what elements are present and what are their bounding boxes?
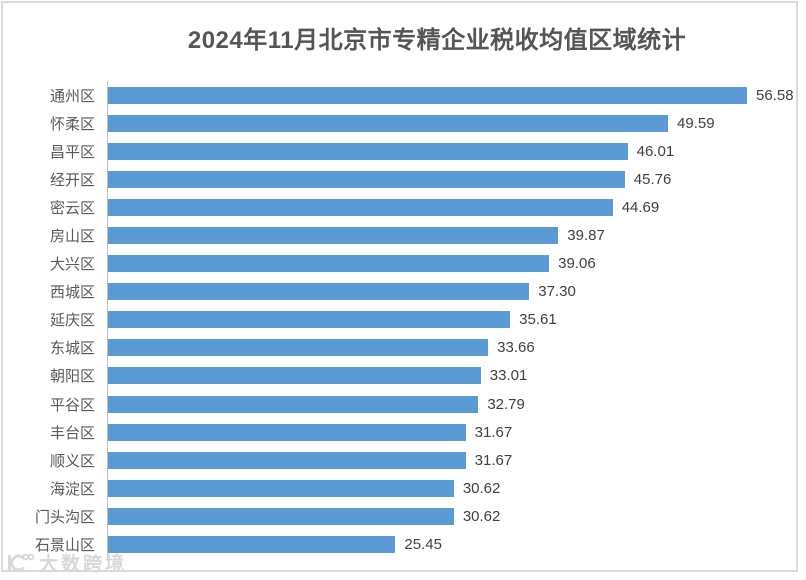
bar-track: 35.61 bbox=[107, 305, 806, 334]
bar-track: 33.66 bbox=[107, 333, 806, 362]
bar-track: 31.67 bbox=[107, 446, 806, 475]
bar bbox=[108, 451, 466, 469]
bar-track: 56.58 bbox=[107, 81, 806, 110]
bar-row: 房山区 39.87 bbox=[0, 221, 806, 250]
category-label: 密云区 bbox=[49, 199, 95, 217]
value-label: 37.30 bbox=[538, 283, 576, 301]
value-label: 45.76 bbox=[633, 170, 672, 188]
bar-row: 平谷区 32.79 bbox=[0, 390, 806, 419]
category-label: 大兴区 bbox=[49, 256, 95, 274]
bar-row: 怀柔区 49.59 bbox=[0, 109, 806, 138]
bar bbox=[108, 423, 466, 441]
bar bbox=[108, 367, 481, 385]
bar bbox=[108, 339, 489, 357]
category-label: 经开区 bbox=[49, 171, 95, 189]
watermark-text: 大数跨境 bbox=[39, 554, 128, 575]
bar-track: 44.69 bbox=[107, 193, 806, 222]
value-label: 33.66 bbox=[497, 339, 535, 357]
bar bbox=[108, 142, 628, 160]
bar-track: 30.62 bbox=[107, 474, 806, 503]
bar-track: 37.30 bbox=[107, 277, 806, 306]
bar-track: 25.45 bbox=[107, 530, 806, 559]
bar bbox=[108, 395, 479, 413]
bar bbox=[108, 170, 625, 188]
bar bbox=[108, 479, 454, 497]
bar-track: 31.67 bbox=[107, 418, 806, 447]
value-label: 35.61 bbox=[519, 311, 557, 329]
bar-row: 门头沟区 30.62 bbox=[0, 502, 806, 531]
bar bbox=[108, 536, 396, 554]
watermark-k100-logo-icon bbox=[6, 551, 34, 575]
value-label: 44.69 bbox=[621, 198, 660, 216]
bar-row: 西城区 37.30 bbox=[0, 277, 806, 306]
category-label: 丰台区 bbox=[49, 424, 95, 442]
value-label: 31.67 bbox=[474, 451, 513, 469]
category-label: 通州区 bbox=[49, 87, 95, 105]
bar-row: 朝阳区 33.01 bbox=[0, 361, 806, 391]
value-label: 39.87 bbox=[567, 227, 605, 245]
bar-chart-plot-area: 通州区 56.58 怀柔区 49.59 昌平区 46.01 经开区 45.76 密云区 44.69… bbox=[0, 81, 806, 559]
bar bbox=[108, 255, 550, 273]
bar-track: 49.59 bbox=[107, 109, 806, 138]
bar-row: 密云区 44.69 bbox=[0, 193, 806, 222]
bar-track: 39.06 bbox=[107, 249, 806, 278]
category-label: 朝阳区 bbox=[49, 368, 95, 386]
bar bbox=[108, 198, 613, 216]
value-label: 33.01 bbox=[489, 367, 528, 385]
bar-row: 顺义区 31.67 bbox=[0, 446, 806, 475]
bar bbox=[108, 114, 669, 132]
bar-row: 延庆区 35.61 bbox=[0, 305, 806, 334]
bar-track: 46.01 bbox=[107, 137, 806, 166]
category-label: 昌平区 bbox=[49, 143, 95, 161]
category-label: 海淀区 bbox=[49, 480, 95, 498]
bar-track: 33.01 bbox=[107, 361, 806, 391]
value-label: 25.45 bbox=[404, 536, 442, 554]
value-label: 31.67 bbox=[474, 423, 513, 441]
bar-track: 39.87 bbox=[107, 221, 806, 250]
category-label: 西城区 bbox=[49, 284, 95, 302]
bar-row: 海淀区 30.62 bbox=[0, 474, 806, 503]
bar-row: 大兴区 39.06 bbox=[0, 249, 806, 278]
value-label: 30.62 bbox=[462, 507, 501, 525]
category-label: 东城区 bbox=[49, 340, 95, 358]
bar-row: 石景山区 25.45 bbox=[0, 530, 806, 559]
bar-track: 32.79 bbox=[107, 390, 806, 419]
value-label: 46.01 bbox=[636, 142, 675, 160]
value-label: 39.06 bbox=[558, 255, 596, 273]
value-label: 30.62 bbox=[462, 479, 501, 497]
bar bbox=[108, 227, 559, 245]
category-label: 石景山区 bbox=[34, 537, 95, 555]
category-label: 平谷区 bbox=[49, 396, 95, 414]
bar bbox=[108, 507, 454, 525]
value-label: 32.79 bbox=[487, 395, 525, 413]
bar-track: 45.76 bbox=[107, 165, 806, 194]
bar bbox=[108, 311, 511, 329]
bar-row: 丰台区 31.67 bbox=[0, 418, 806, 447]
bar-row: 东城区 33.66 bbox=[0, 333, 806, 362]
bar bbox=[108, 283, 530, 301]
watermark: 大数跨境 bbox=[6, 549, 127, 576]
value-label: 56.58 bbox=[756, 86, 794, 104]
bar-row: 通州区 56.58 bbox=[0, 81, 806, 110]
bar-track: 30.62 bbox=[107, 502, 806, 531]
category-label: 房山区 bbox=[49, 228, 95, 246]
bar-row: 经开区 45.76 bbox=[0, 165, 806, 194]
value-label: 49.59 bbox=[677, 114, 715, 132]
category-label: 怀柔区 bbox=[49, 115, 95, 133]
bar bbox=[108, 86, 747, 104]
category-label: 延庆区 bbox=[49, 312, 95, 330]
category-label: 门头沟区 bbox=[34, 508, 95, 526]
bar-row: 昌平区 46.01 bbox=[0, 137, 806, 166]
chart-title: 2024年11月北京市专精企业税收均值区域统计 bbox=[187, 27, 687, 54]
category-label: 顺义区 bbox=[49, 452, 95, 470]
